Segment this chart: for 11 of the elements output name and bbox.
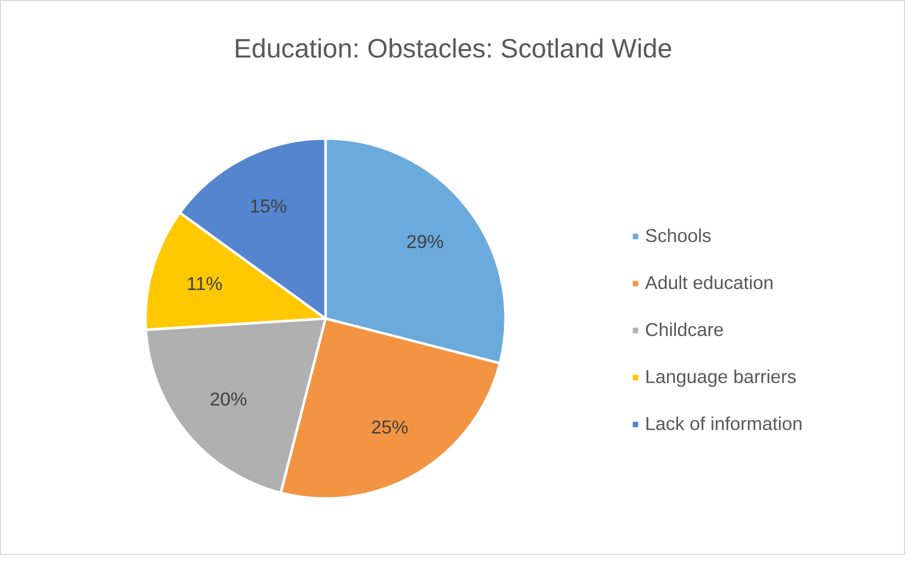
legend-label: Schools xyxy=(645,225,712,247)
data-label: 25% xyxy=(370,416,408,438)
legend-label: Lack of information xyxy=(645,413,803,435)
data-label: 11% xyxy=(186,272,222,294)
chart-title: Education: Obstacles: Scotland Wide xyxy=(234,34,672,64)
legend-label: Childcare xyxy=(645,319,724,341)
data-label: 15% xyxy=(250,196,287,217)
legend-label: Adult education xyxy=(645,272,774,294)
data-label: 20% xyxy=(210,388,248,410)
data-label: 29% xyxy=(406,230,444,252)
legend-label: Language barriers xyxy=(645,366,796,388)
